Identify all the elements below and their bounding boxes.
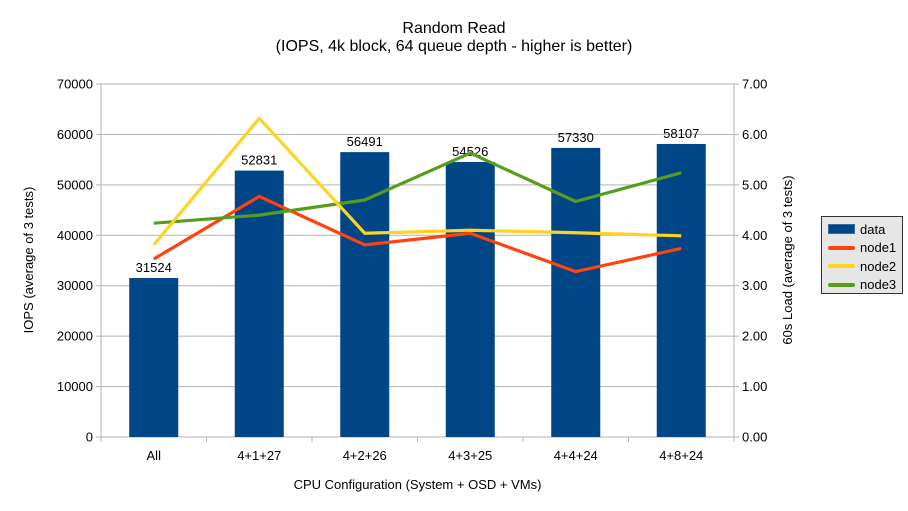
bar-4+4+24: [551, 147, 601, 437]
legend-label-data: data: [860, 221, 886, 237]
legend-label-node1: node1: [860, 240, 897, 256]
legend-item-node3: node3: [822, 276, 902, 295]
bar-value-label: 57330: [558, 130, 594, 145]
x-axis-title: CPU Configuration (System + OSD + VMs): [293, 477, 542, 492]
legend-item-data: data: [822, 220, 902, 239]
bar-All: [129, 278, 179, 437]
y-axis-right-tick-label: 6.00: [742, 127, 767, 142]
x-axis-category-label: 4+2+26: [343, 448, 387, 463]
y-axis-right-tick-label: 4.00: [742, 228, 767, 243]
y-axis-left-tick-label: 10000: [57, 379, 93, 394]
bar-4+2+26: [340, 152, 390, 437]
bar-4+1+27: [234, 170, 284, 437]
bar-4+8+24: [656, 143, 706, 437]
x-axis-category-label: 4+3+25: [448, 448, 492, 463]
y-axis-right-title: 60s Load (average of 3 tests): [780, 175, 795, 344]
y-axis-left-tick-label: 60000: [57, 127, 93, 142]
x-axis-category-label: All: [147, 448, 162, 463]
y-axis-left-tick-label: 0: [86, 430, 93, 445]
legend-label-node3: node3: [860, 277, 897, 293]
x-axis-category-label: 4+8+24: [659, 448, 703, 463]
bar-value-label: 52831: [241, 153, 277, 168]
y-axis-right-tick-label: 2.00: [742, 329, 767, 344]
legend-swatch-node3: [828, 282, 855, 287]
x-axis-category-label: 4+4+24: [554, 448, 598, 463]
y-axis-right-tick-label: 5.00: [742, 177, 767, 192]
chart-legend: data node1 node2 node3: [821, 216, 903, 294]
chart-generated-layer: 0 10000 20000 30000 40000 50000 60000 70000 0.00…: [57, 77, 767, 464]
y-axis-right-tick-label: 0.00: [742, 430, 767, 445]
legend-swatch-node2: [828, 264, 855, 269]
x-axis-category-label: 4+1+27: [237, 448, 281, 463]
bar-value-label: 31524: [136, 260, 172, 275]
legend-swatch-data: [828, 224, 855, 235]
chart-subtitle: (IOPS, 4k block, 64 queue depth - higher…: [275, 38, 633, 55]
y-axis-left-title: IOPS (average of 3 tests): [21, 187, 36, 334]
series-line-node2: [152, 116, 682, 246]
legend-item-node1: node1: [822, 239, 902, 258]
legend-item-node2: node2: [822, 257, 902, 276]
y-axis-right-tick-label: 3.00: [742, 278, 767, 293]
bar-4+3+25: [445, 162, 495, 437]
y-axis-left-tick-label: 40000: [57, 228, 93, 243]
series-line-node1: [152, 194, 682, 274]
y-axis-left-tick-label: 20000: [57, 329, 93, 344]
series-line-node3: [153, 151, 682, 225]
bar-value-label: 56491: [347, 134, 383, 149]
y-axis-left-tick-label: 50000: [57, 177, 93, 192]
legend-label-node2: node2: [860, 258, 897, 274]
bar-value-label: 58107: [663, 126, 699, 141]
y-axis-left-tick-label: 70000: [57, 77, 93, 92]
y-axis-left-tick-label: 30000: [57, 278, 93, 293]
chart-title: Random Read: [402, 20, 506, 37]
legend-swatch-node1: [828, 245, 855, 250]
y-axis-right-tick-label: 7.00: [742, 77, 767, 92]
y-axis-right-tick-label: 1.00: [742, 379, 767, 394]
